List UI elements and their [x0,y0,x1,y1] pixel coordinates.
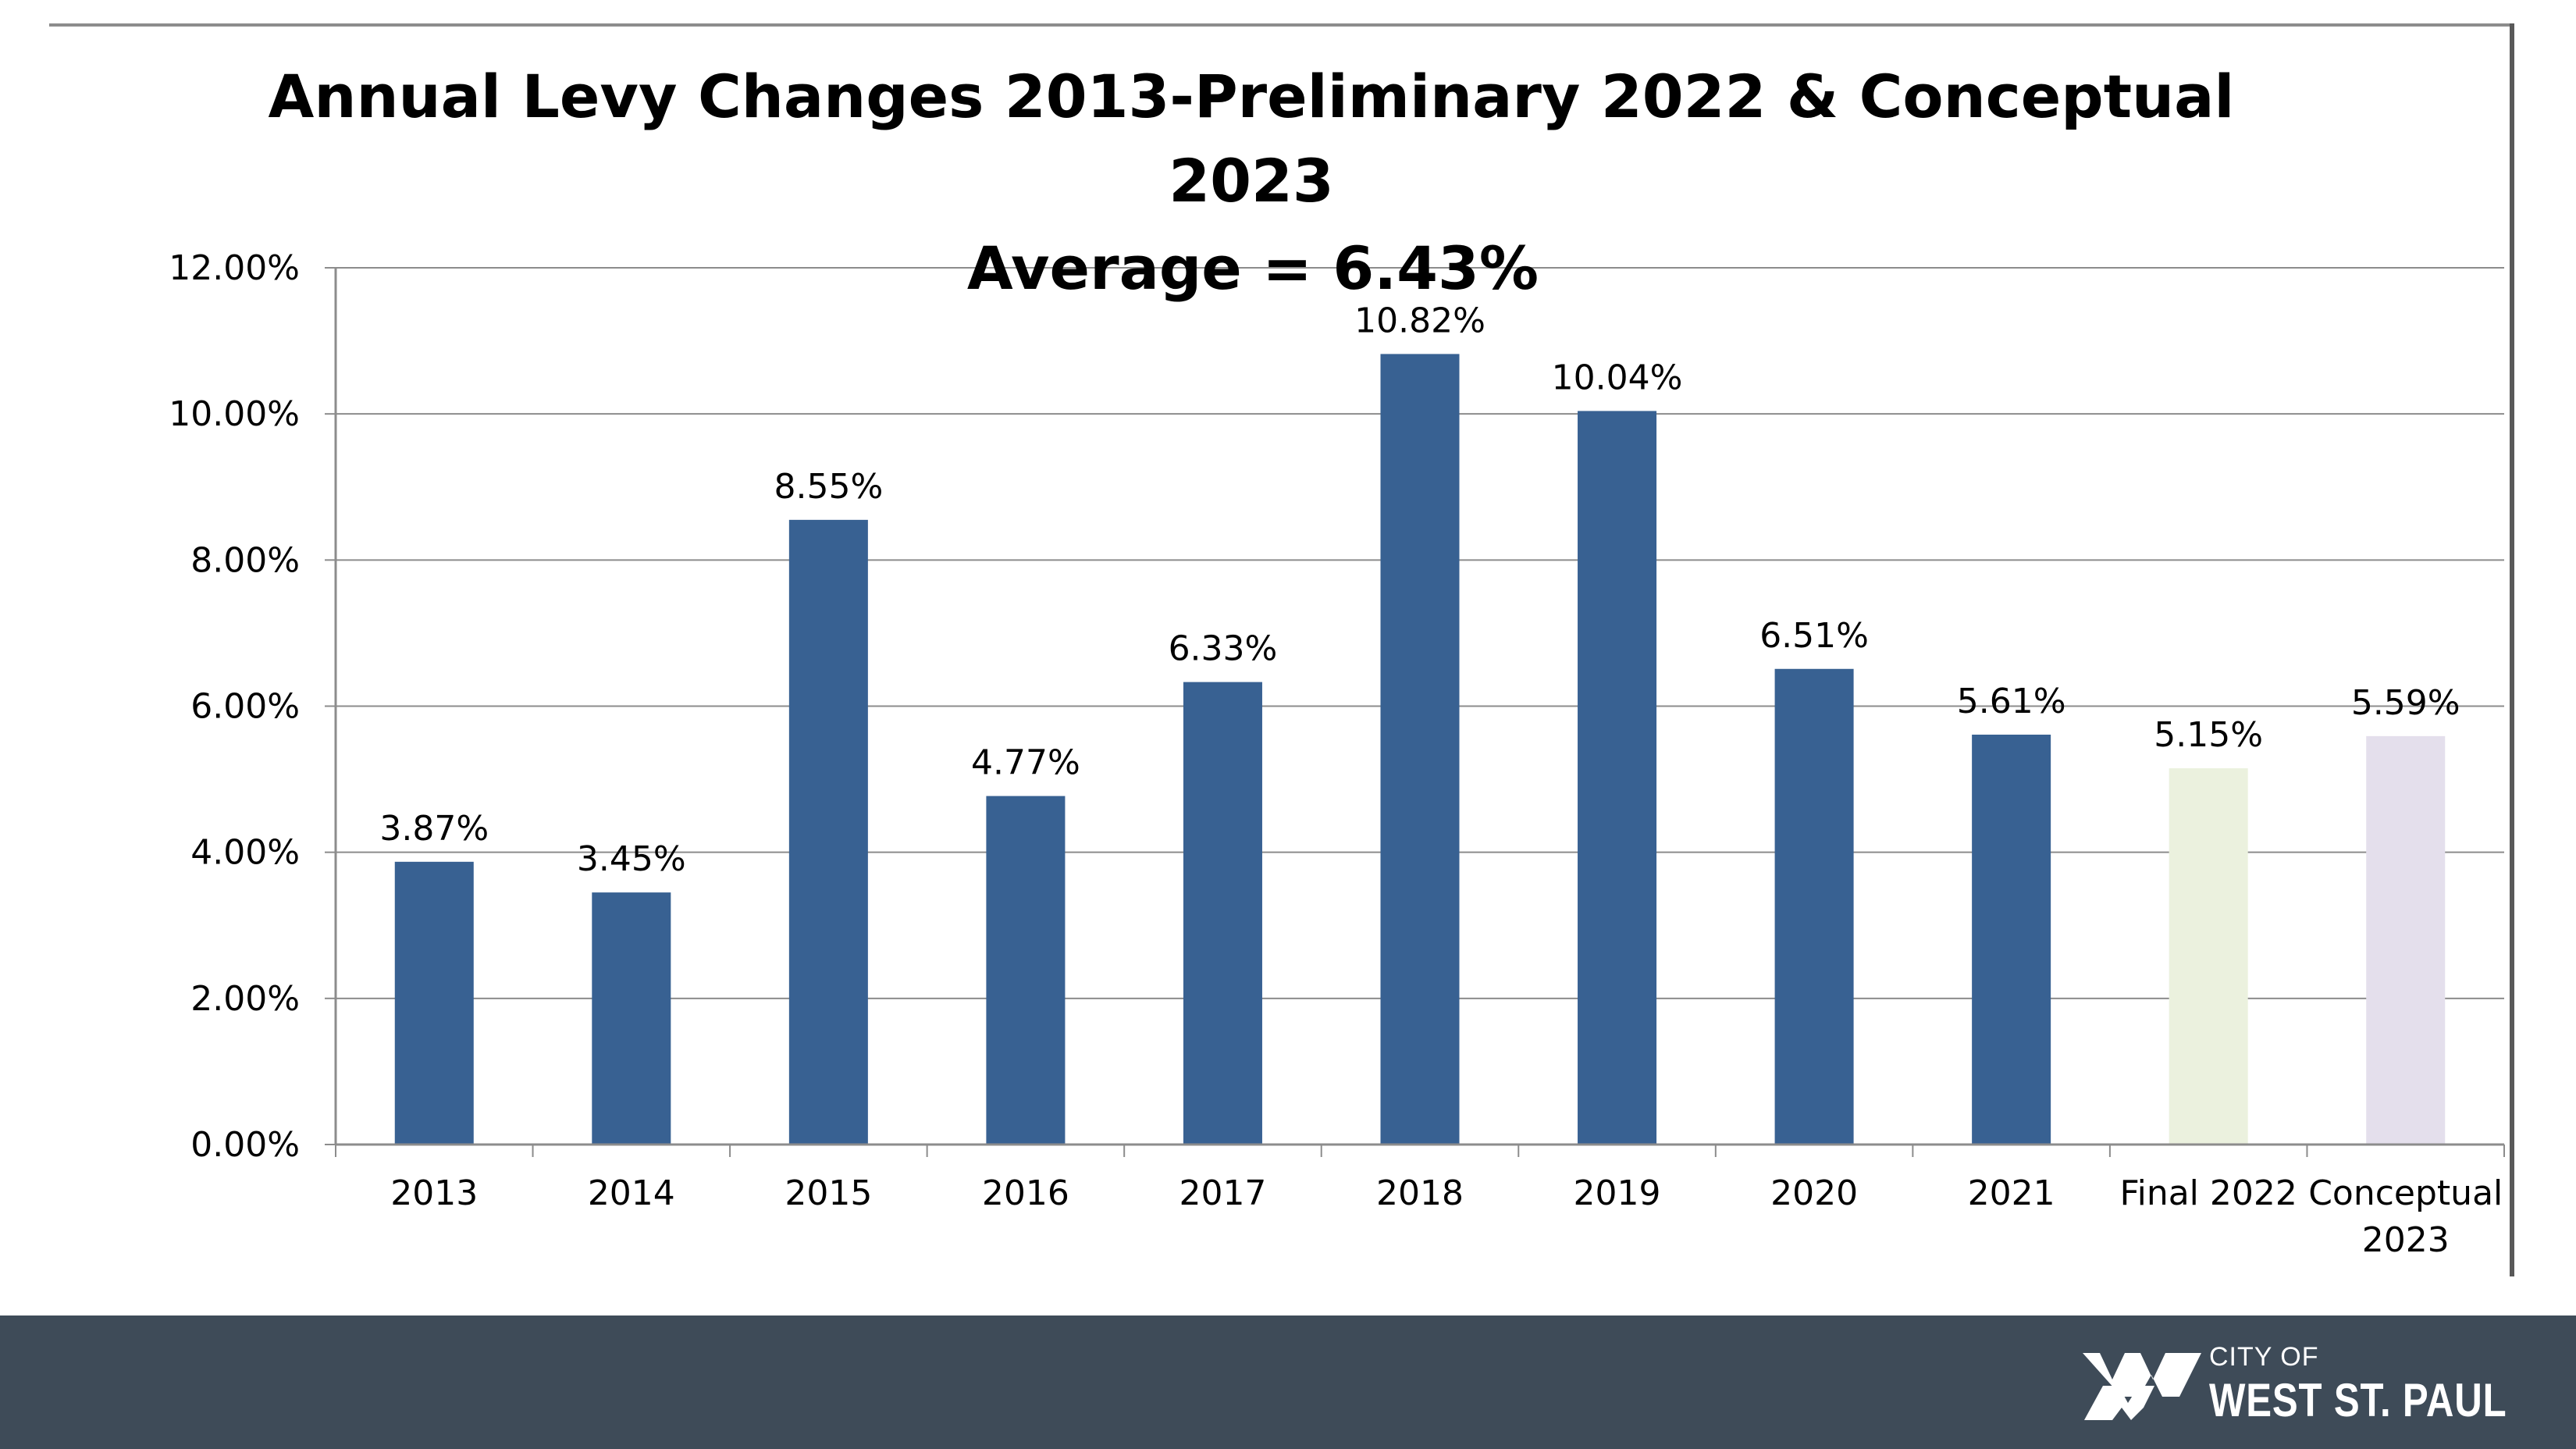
labels: 0.00% 2.00% 4.00% 6.00% 8.00% 10.00% 12.00% 3.8… [169,248,2503,1260]
bar [986,796,1066,1145]
y-tick-label: 0.00% [190,1125,300,1165]
chart-title-line-2: 2023 [1169,146,1334,215]
x-tick-label: 2021 [1968,1173,2055,1213]
chart-title: Annual Levy Changes 2013-Preliminary 202… [49,55,2453,223]
bar-value-label: 5.61% [1957,682,2066,721]
city-logo: CITY OF WEST ST. PAUL [2076,1342,2507,1428]
bar-value-label: 6.51% [1759,616,1869,656]
bar [788,519,868,1145]
bar [2169,768,2248,1145]
bar [2366,735,2446,1145]
x-tick-label: 2020 [1770,1173,1858,1213]
bar [394,861,474,1145]
x-tick-label: Conceptual [2308,1173,2503,1213]
y-tick-label: 6.00% [190,687,300,727]
west-st-paul-logo-mark-icon [2083,1353,2201,1420]
x-tick-label: 2019 [1574,1173,1661,1213]
bar [592,892,671,1145]
bar-value-label: 10.82% [1354,301,1485,340]
bar-value-label: 8.55% [774,467,883,507]
logo-city-of-text: CITY OF [2209,1342,2319,1372]
y-tick-label: 8.00% [190,540,300,580]
bar [1183,682,1262,1145]
y-tick-label: 2.00% [190,979,300,1019]
bar [1774,668,1854,1145]
y-tick-label: 4.00% [190,833,300,873]
frame-top-border [49,23,2514,27]
y-tick-label: 10.00% [169,394,300,434]
bar [1380,354,1460,1145]
bar-chart: 0.00% 2.00% 4.00% 6.00% 8.00% 10.00% 12.00% 3.8… [169,248,2505,1260]
bars [394,354,2446,1145]
bar-value-label: 10.04% [1552,358,1683,397]
bar-value-label: 3.45% [577,839,686,879]
bar-value-label: 3.87% [379,809,489,849]
average-annotation: Average = 6.43% [966,233,1539,303]
y-tick-label: 12.00% [169,248,300,288]
x-tick-label: 2017 [1179,1173,1266,1213]
frame-right-border [2510,23,2514,1276]
bar-value-label: 5.59% [2351,683,2460,723]
x-tick-label: 2015 [785,1173,872,1213]
chart-title-line-1: Annual Levy Changes 2013-Preliminary 202… [268,62,2235,131]
axes [325,267,2505,1157]
x-tick-label: 2016 [982,1173,1069,1213]
bar [1578,411,1657,1145]
footer-bar: CITY OF WEST ST. PAUL [0,1315,2576,1449]
bar-value-label: 5.15% [2154,715,2263,755]
x-tick-label: Final 2022 [2119,1173,2297,1213]
x-tick-label: 2023 [2362,1220,2450,1260]
logo-city-name-text: WEST ST. PAUL [2209,1374,2507,1426]
bar-value-label: 6.33% [1169,629,1278,669]
x-tick-label: 2018 [1376,1173,1464,1213]
x-tick-label: 2014 [588,1173,675,1213]
bar [1972,734,2051,1145]
x-tick-label: 2013 [390,1173,478,1213]
bar-value-label: 4.77% [971,743,1080,783]
